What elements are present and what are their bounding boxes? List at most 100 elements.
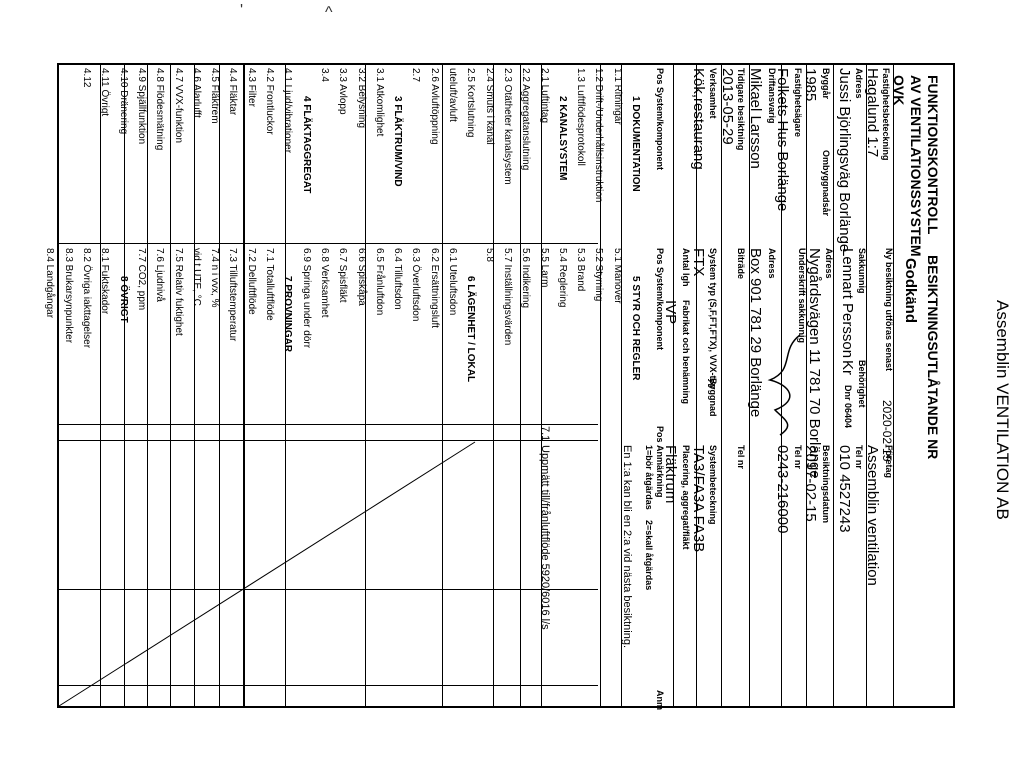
checklist-item: 4.5 Fläktrem [209, 68, 221, 124]
system-type: FTX [690, 248, 707, 277]
checklist-item: 4.3 Filter [245, 68, 257, 107]
checklist-item: 6.1 Uteluftsdon [447, 248, 458, 316]
label: Tidigare besiktning [736, 68, 746, 151]
inspector: Lennart Persson [839, 248, 856, 359]
checklist-item: 4.7 VVX-funktion [172, 68, 184, 144]
checklist-item: 7.1 Totalluftflöde [264, 248, 275, 321]
table-header: 1=bör åtgärdas [644, 445, 654, 510]
divider [170, 63, 171, 708]
divider [442, 63, 443, 708]
checklist-item: 4.9 Spjällfunktion [135, 68, 147, 145]
checklist-item: 6.9 Springa under dörr [300, 248, 312, 349]
column-divider [57, 685, 598, 686]
label: Besiktningsdatum [821, 445, 831, 524]
label: Byggår [821, 68, 831, 100]
column-divider [57, 440, 598, 441]
address: Jussi Björlingsväg Borlänge [836, 68, 853, 253]
checklist-item: 2.5 Kortslutning [465, 68, 477, 138]
checklist-item: 6.8 Verksamhet [318, 248, 330, 318]
signature [767, 334, 801, 436]
section-heading: 1 DOKUMENTATION [630, 96, 641, 192]
label: Adress [824, 248, 834, 279]
checklist-item: 7.7 CO2, ppm [135, 248, 147, 311]
divider [100, 63, 101, 708]
status-badge: Godkänd [902, 258, 919, 324]
system-designation: TA3/FA3A FA3B [690, 445, 707, 553]
checklist-item: 8.4 Landgångar [44, 248, 56, 319]
divider [194, 63, 195, 708]
checklist-item: 8.1 Fuktskador [99, 248, 111, 315]
checklist-item: 6.5 Frånluftdon [373, 248, 385, 316]
divider [781, 63, 782, 708]
owner-address: Box 901 781 29 Borlänge [747, 248, 764, 418]
section-heading: 6 LÄGENHET / LOKAL [465, 276, 477, 383]
checklist-item: 4.11 Övrigt [99, 68, 111, 117]
checklist-item: 1.1 Ritningar [611, 68, 623, 125]
label: Adress [854, 68, 864, 99]
checklist-item: 7.5 Relativ fuktighet [172, 248, 184, 336]
table-header: Anmärkning [655, 445, 665, 498]
label: Fastighetsägare [793, 68, 803, 138]
label: Placering, aggregat/fläkt [681, 445, 691, 550]
table-header: Pos System/komponent [655, 248, 665, 351]
checklist-item: 4.12 [81, 68, 92, 88]
placement: Fläktrum [662, 445, 679, 504]
checklist-item: 5.4 Reglering [556, 248, 568, 308]
divider [493, 63, 494, 708]
owner: Folkets Hus Borlänge [774, 68, 791, 212]
remark-1: En 1:a kan bli en 2:a vid nästa besiktni… [621, 445, 633, 649]
checklist-item: 7.3 Tilluftstemperatur [227, 248, 239, 342]
label: Ny besiktning utföras senast [884, 248, 894, 372]
property-id: Hagalund 1:7 [864, 68, 881, 158]
manufacturer: IVP [662, 300, 679, 325]
checklist-item: 5.1 Manöver [611, 248, 623, 304]
checklist-item: 6.2 Ersättningsluft [428, 248, 440, 329]
scan-mark: ^ [325, 4, 333, 21]
checklist-item: 5.8 [483, 248, 495, 262]
remark-2: Uppmätt till/frånluftflöde 5920/6016 l/s [539, 445, 551, 630]
inspector-phone: 010 4527243 [836, 445, 853, 533]
divider [749, 63, 750, 708]
checklist-item: 5.2 Styrning [593, 248, 605, 302]
checklist-item: 4.8 Flödesmätning [154, 68, 166, 151]
checklist-item: 5.7 Inställningsvärden [501, 248, 513, 346]
divider [124, 63, 125, 708]
checklist-item: 4.1 Ljud/vibrationer [282, 68, 294, 154]
checklist-item: 7.2 Delluftflöde [245, 248, 257, 315]
label: Byggnad [708, 378, 718, 417]
checklist-item: vid t UTE, °C [190, 248, 202, 306]
label: Adress [767, 248, 777, 279]
label: Behörighet [857, 360, 867, 408]
previous-inspection: 2013-05-29 [719, 68, 736, 145]
registry-number: Dnr 06404 [843, 385, 853, 429]
checklist-item: 4.10 Dränering [117, 68, 129, 135]
divider [285, 63, 286, 708]
section-heading: 5 STYR OCH REGLER [630, 276, 641, 381]
divider [696, 63, 697, 708]
label: Fastighetsbeteckning [881, 68, 891, 161]
checklist-item: 8.2 Övriga iakttagelser [81, 248, 92, 349]
checklist-item: 2.2 Aggregatanslutning [520, 68, 532, 171]
build-year: 1985 [802, 68, 819, 102]
label: Verksamhet [708, 68, 718, 119]
label: Antal lgh [681, 248, 691, 287]
divider [866, 63, 867, 708]
section-heading: 2 KANALSYSTEM [556, 96, 568, 181]
column-divider [57, 243, 598, 244]
checklist-item: 5.6 Indikering [520, 248, 532, 309]
business: Kök,restaurang [690, 68, 707, 170]
section-heading: 8 ÖVRIGT [117, 276, 129, 323]
divider [833, 63, 834, 708]
checklist-item: 6.7 Spisfläkt [337, 248, 349, 303]
checklist-item: 3.3 Avlopp [337, 68, 349, 115]
divider [621, 63, 622, 708]
label: Biträde [736, 248, 746, 280]
company: Assemblin ventilation [864, 445, 881, 586]
checklist-item: 6.4 Tilluftsdon [392, 248, 404, 310]
divider [673, 63, 674, 708]
operations-manager: Mikael Larsson [747, 68, 764, 169]
divider [219, 63, 220, 708]
label: Systembeteckning [708, 445, 718, 525]
table-header: Pos [655, 426, 665, 443]
checklist-item: 2.3 Otätheter kanalsystem [501, 68, 513, 185]
